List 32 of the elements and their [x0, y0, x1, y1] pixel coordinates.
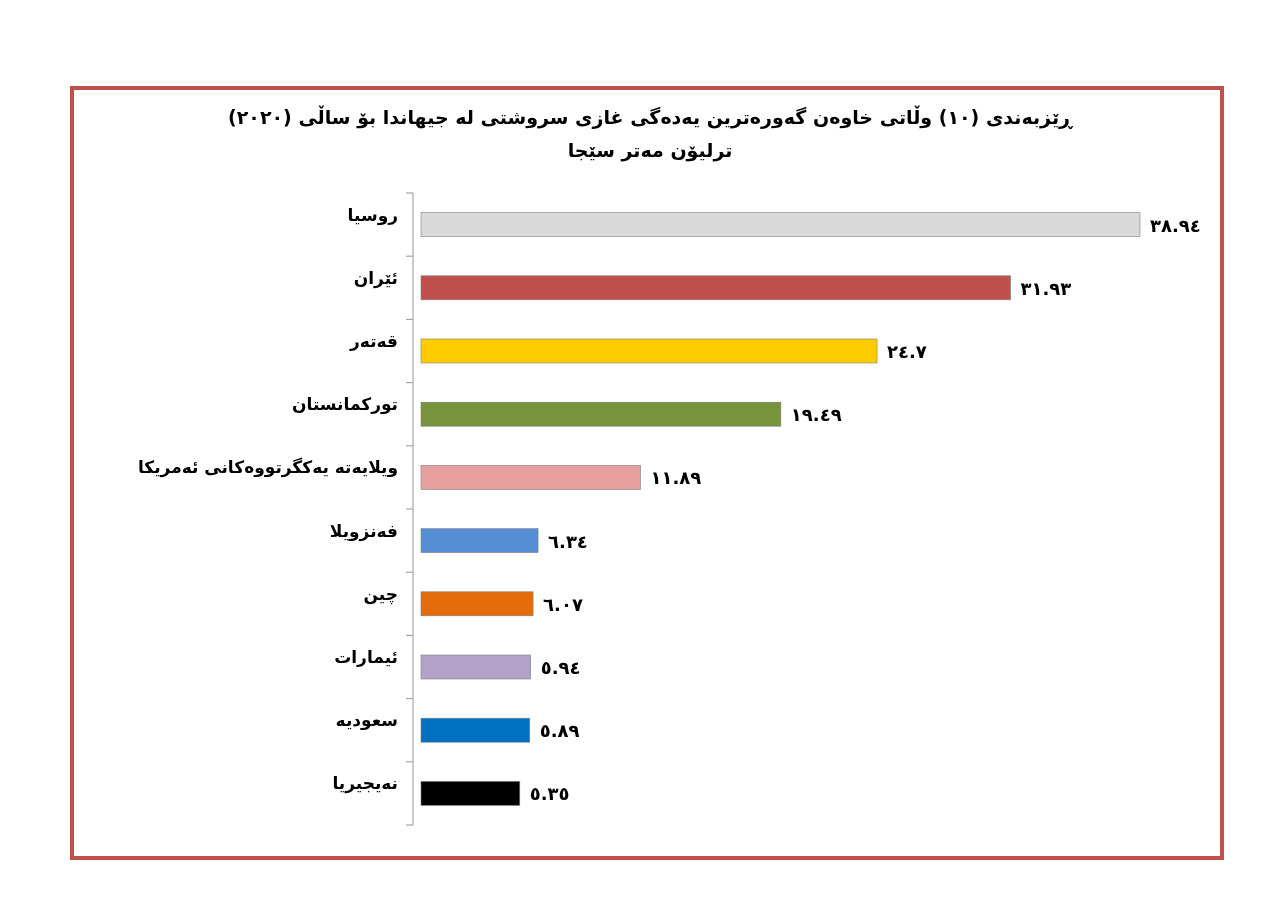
bar	[420, 275, 1011, 301]
bar	[420, 717, 531, 743]
chart-subtitle: ترلیۆن مەتر سێجا	[567, 139, 733, 162]
y-tick-label: ئیمارات	[334, 647, 398, 667]
chart-title: ڕێزبەندی (١٠) وڵاتی خاوەن گەورەترین یەدەگی غازی سروشتی لە جیهاندا بۆ ساڵی (٢٠٢٠)	[228, 105, 1075, 129]
data-label: ٥.٣٥	[529, 783, 570, 805]
bar	[420, 338, 878, 364]
data-label: ٣١.٩٣	[1020, 277, 1072, 299]
y-tick-label: روسیا	[347, 204, 398, 226]
bar	[420, 781, 521, 806]
y-tick-label: ئێران	[353, 267, 398, 289]
y-tick-label: قەتەر	[349, 331, 398, 351]
y-tick-label: نەیجیریا	[332, 773, 398, 795]
data-label: ٦.٣٤	[548, 530, 588, 552]
bar	[420, 401, 782, 427]
y-tick-label: سعودیە	[335, 710, 398, 732]
data-label: ٣٨.٩٤	[1150, 214, 1201, 236]
bar	[420, 591, 534, 617]
y-tick-label: فەنزویلا	[329, 520, 398, 542]
data-label: ١١.٨٩	[650, 467, 702, 489]
data-label: ٥.٨٩	[539, 720, 580, 742]
y-tick-label: تورکمانستان	[291, 394, 398, 416]
bar	[420, 528, 539, 553]
data-label: ٥.٩٤	[540, 657, 581, 678]
data-label: ٦.٠٧	[543, 593, 583, 615]
bar	[420, 212, 1141, 237]
bar	[420, 654, 531, 680]
data-label: ٢٤.٧	[887, 341, 927, 362]
data-label: ١٩.٤٩	[790, 404, 842, 426]
y-tick-label: چین	[363, 583, 398, 605]
bar	[420, 465, 641, 490]
y-tick-label: ویلایەتە یەکگرتووەکانی ئەمریکا	[137, 457, 398, 479]
